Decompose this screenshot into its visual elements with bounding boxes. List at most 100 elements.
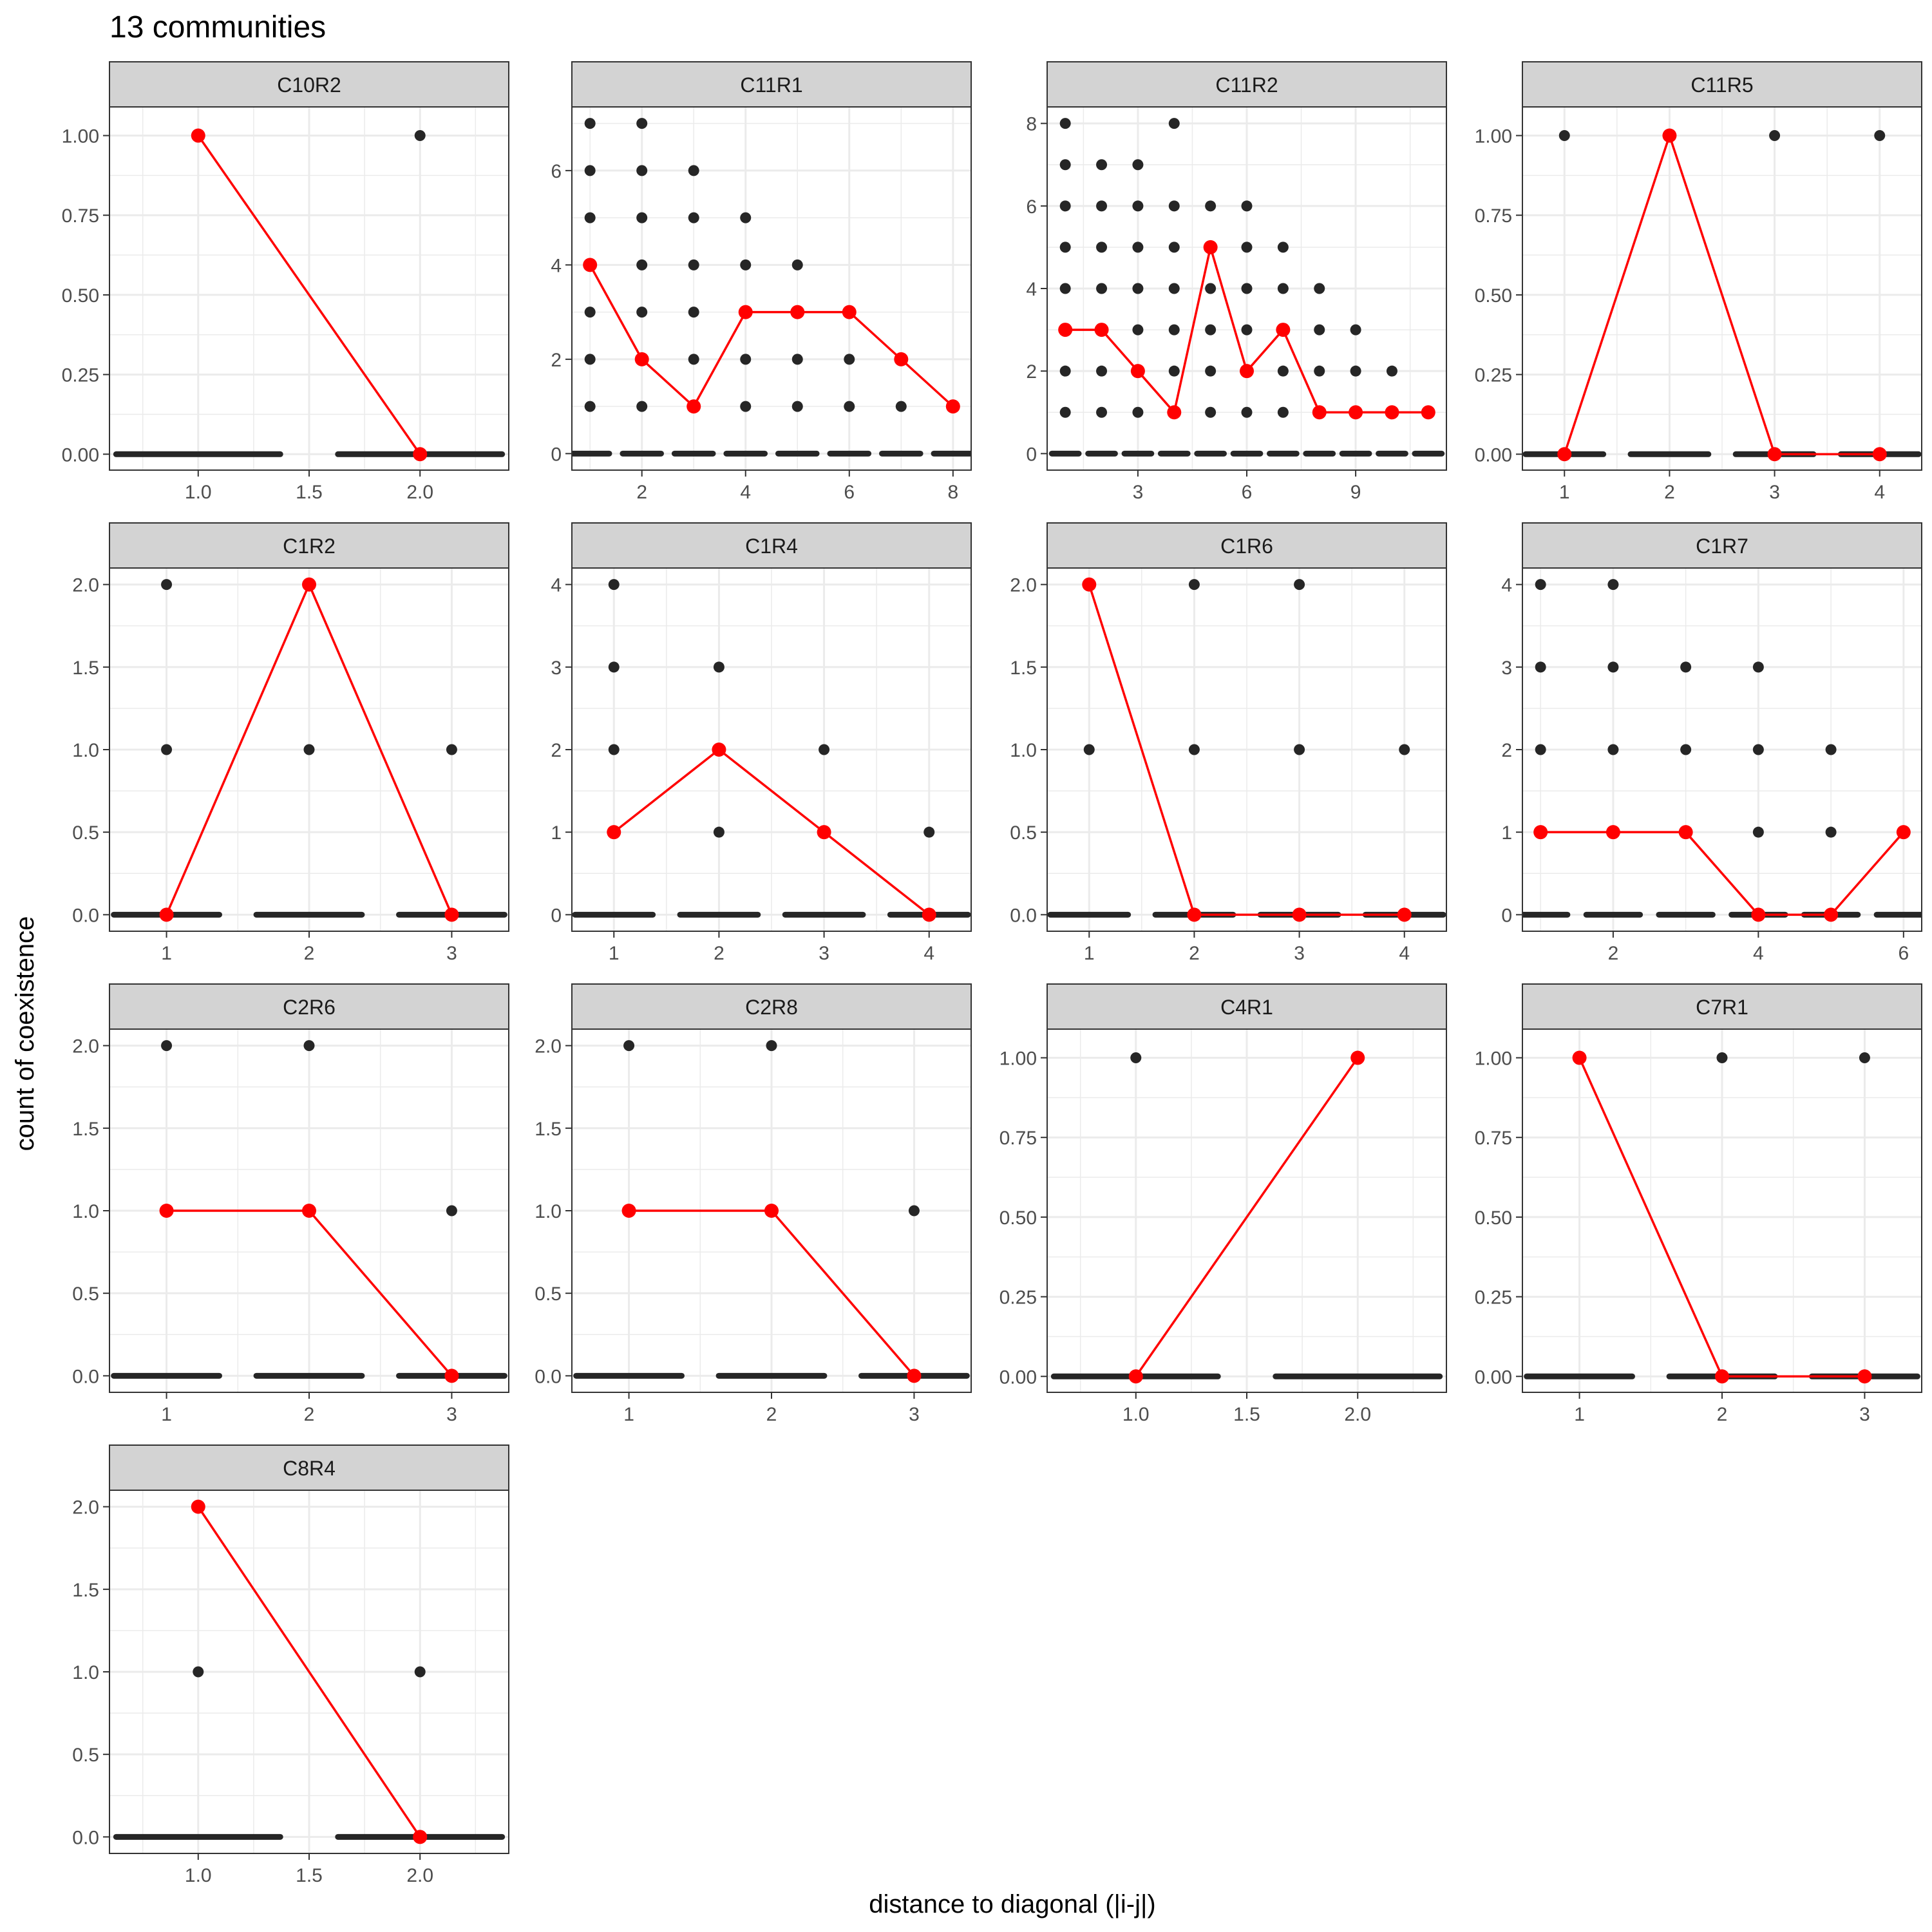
data-point bbox=[1168, 242, 1180, 253]
y-tick-label: 1.00 bbox=[1475, 1048, 1512, 1070]
y-tick-label: 1.5 bbox=[72, 1119, 99, 1140]
mean-line bbox=[197, 135, 421, 455]
mean-point bbox=[1385, 405, 1399, 420]
data-point bbox=[1277, 283, 1289, 294]
data-point bbox=[584, 212, 596, 223]
data-point bbox=[1205, 200, 1217, 212]
mean-point bbox=[1751, 907, 1766, 922]
data-point bbox=[1241, 242, 1253, 253]
y-tick-label: 1 bbox=[1501, 822, 1512, 844]
x-tick-label: 1.5 bbox=[296, 1865, 323, 1886]
x-tick-label: 1 bbox=[623, 1404, 634, 1425]
y-tick-label: 1.5 bbox=[1010, 658, 1037, 679]
panel-strip-label: C11R1 bbox=[740, 73, 802, 97]
data-point bbox=[1096, 200, 1108, 212]
y-tick-label: 0.75 bbox=[1475, 205, 1512, 227]
data-point bbox=[1188, 744, 1200, 755]
y-tick-label: 1.5 bbox=[535, 1119, 562, 1140]
data-point bbox=[1752, 826, 1764, 838]
x-tick-label: 2 bbox=[714, 943, 724, 964]
data-point bbox=[1132, 406, 1144, 418]
mean-point bbox=[907, 1368, 922, 1383]
y-tick-label: 0.5 bbox=[72, 1745, 99, 1766]
data-point bbox=[1096, 242, 1108, 253]
data-point bbox=[1294, 579, 1305, 591]
data-point bbox=[713, 826, 724, 838]
x-tick-label: 1.5 bbox=[296, 482, 323, 503]
y-tick-label: 6 bbox=[1026, 196, 1037, 218]
mean-point bbox=[1605, 825, 1620, 840]
data-point bbox=[1277, 365, 1289, 377]
y-axis-label: count of coexistence bbox=[11, 916, 39, 1151]
y-tick-label: 2.0 bbox=[72, 1036, 99, 1057]
data-point bbox=[1825, 826, 1837, 838]
data-point bbox=[844, 401, 855, 412]
mean-line bbox=[1563, 131, 1880, 456]
x-tick-label: 8 bbox=[947, 482, 958, 503]
figure-title: 13 communities bbox=[109, 10, 326, 44]
y-tick-label: 0.0 bbox=[1010, 905, 1037, 926]
panel-C1R4: C1R4 1 2 3 4 0 1 2 3 4 bbox=[551, 522, 972, 964]
panel-strip bbox=[1046, 983, 1447, 1030]
x-tick-label: 1 bbox=[161, 943, 172, 964]
panel-marks bbox=[573, 1040, 970, 1383]
data-point bbox=[1083, 744, 1095, 755]
data-point bbox=[688, 212, 699, 223]
x-tick-label: 2 bbox=[304, 1404, 315, 1425]
mean-point bbox=[738, 305, 753, 319]
data-point bbox=[1205, 365, 1217, 377]
data-point bbox=[1314, 365, 1325, 377]
x-tick-label: 6 bbox=[1898, 943, 1909, 964]
data-point bbox=[584, 118, 596, 129]
mean-point bbox=[1533, 825, 1548, 840]
mean-point bbox=[1572, 1050, 1587, 1065]
data-point bbox=[688, 165, 699, 176]
x-tick-label: 6 bbox=[844, 482, 855, 503]
mean-point bbox=[1662, 128, 1677, 143]
panel-marks bbox=[1047, 577, 1446, 922]
data-point bbox=[740, 212, 752, 223]
data-point bbox=[1314, 324, 1325, 336]
panel-marks bbox=[572, 579, 971, 922]
data-point bbox=[1168, 365, 1180, 377]
data-point bbox=[608, 744, 620, 755]
mean-point bbox=[1896, 825, 1911, 840]
data-point bbox=[1096, 406, 1108, 418]
y-tick-label: 1.5 bbox=[72, 1580, 99, 1601]
data-point bbox=[688, 307, 699, 318]
mean-point bbox=[621, 1204, 636, 1218]
data-point bbox=[1188, 579, 1200, 591]
mean-point bbox=[302, 577, 316, 592]
mean-point bbox=[894, 352, 909, 366]
panel-strip bbox=[1522, 983, 1922, 1030]
data-point bbox=[819, 744, 830, 755]
panel-strip-label: C1R4 bbox=[745, 535, 798, 558]
data-point bbox=[303, 1040, 315, 1052]
data-point bbox=[1680, 744, 1692, 755]
data-point bbox=[608, 661, 620, 673]
y-tick-label: 8 bbox=[1026, 114, 1037, 135]
mean-point bbox=[817, 825, 831, 840]
panel-strip-label: C1R6 bbox=[1220, 535, 1273, 558]
mean-point bbox=[634, 352, 649, 366]
panel-strip-label: C1R2 bbox=[283, 535, 336, 558]
mean-point bbox=[1128, 1369, 1143, 1384]
data-point bbox=[1059, 406, 1071, 418]
panel-C2R8: C2R8 1 2 3 0.0 0.5 1.0 1.5 2.0 bbox=[535, 983, 972, 1425]
panel-marks bbox=[1048, 118, 1445, 457]
mean-point bbox=[1421, 405, 1435, 420]
data-point bbox=[1752, 744, 1764, 755]
data-point bbox=[193, 1666, 204, 1678]
mean-point bbox=[1715, 1369, 1729, 1384]
y-tick-label: 1.00 bbox=[1475, 126, 1512, 147]
data-point bbox=[895, 401, 907, 412]
mean-point bbox=[764, 1204, 779, 1218]
mean-line bbox=[613, 748, 930, 916]
x-tick-label: 4 bbox=[1874, 482, 1885, 503]
data-point bbox=[740, 354, 752, 365]
panel-marks bbox=[113, 128, 506, 462]
y-tick-label: 4 bbox=[1026, 279, 1037, 300]
y-tick-label: 0.75 bbox=[999, 1128, 1037, 1149]
data-point bbox=[1752, 661, 1764, 673]
